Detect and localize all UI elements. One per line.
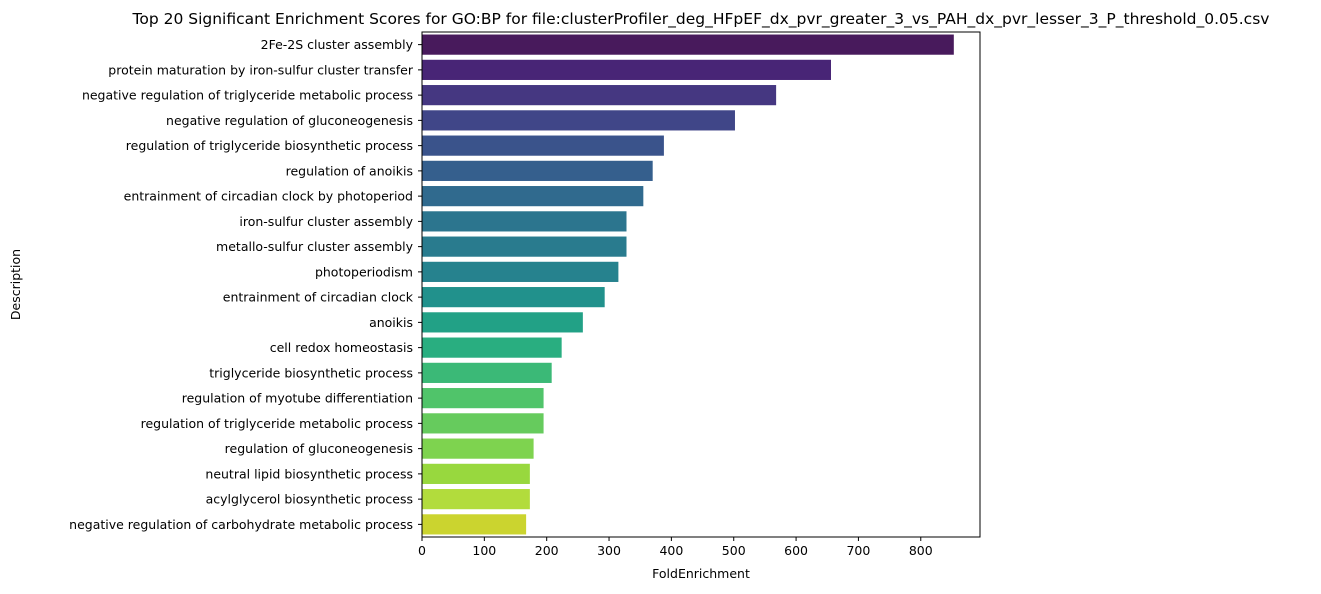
category-label: anoikis [369, 315, 413, 330]
bar [422, 236, 627, 257]
x-tick-label: 200 [535, 543, 559, 558]
category-label: regulation of triglyceride metabolic pro… [141, 416, 413, 431]
x-tick-label: 600 [784, 543, 808, 558]
category-label: neutral lipid biosynthetic process [205, 466, 413, 481]
bars [422, 34, 954, 535]
bar [422, 110, 735, 131]
bar [422, 287, 605, 308]
bar [422, 160, 653, 181]
bar [422, 337, 562, 358]
category-label: regulation of anoikis [286, 163, 413, 178]
category-label: acylglycerol biosynthetic process [206, 492, 413, 507]
category-label: regulation of gluconeogenesis [225, 441, 413, 456]
y-axis-label: Description [8, 249, 23, 320]
x-axis: 0 100 200 300 400 500 600 700 800 [418, 537, 933, 558]
category-label: cell redox homeostasis [270, 340, 413, 355]
bar [422, 135, 664, 156]
category-label: metallo-sulfur cluster assembly [216, 239, 414, 254]
category-label: negative regulation of carbohydrate meta… [69, 517, 413, 532]
bar [422, 463, 530, 484]
x-tick-label: 100 [472, 543, 496, 558]
bar [422, 438, 534, 459]
category-label: iron-sulfur cluster assembly [239, 214, 413, 229]
bar [422, 59, 831, 80]
category-label: protein maturation by iron-sulfur cluste… [108, 62, 414, 77]
plot-frame [421, 31, 981, 538]
x-tick-label: 700 [846, 543, 870, 558]
bar [422, 312, 583, 333]
category-label: triglyceride biosynthetic process [209, 365, 413, 380]
category-label: 2Fe-2S cluster assembly [261, 37, 414, 52]
category-label: photoperiodism [315, 264, 413, 279]
category-label: regulation of myotube differentiation [182, 391, 413, 406]
bar [422, 261, 619, 282]
x-tick-label: 800 [909, 543, 933, 558]
bar [422, 388, 544, 409]
bar [422, 186, 644, 207]
bar [422, 34, 954, 55]
category-labels: 2Fe-2S cluster assembly protein maturatio… [69, 37, 422, 532]
x-tick-label: 0 [418, 543, 426, 558]
x-tick-label: 300 [597, 543, 621, 558]
category-label: negative regulation of triglyceride meta… [82, 88, 413, 103]
bar [422, 514, 527, 535]
category-label: entrainment of circadian clock by photop… [124, 189, 413, 204]
bar [422, 413, 544, 434]
x-tick-label: 500 [722, 543, 746, 558]
category-label: entrainment of circadian clock [223, 290, 414, 305]
bar [422, 211, 627, 232]
x-axis-label: FoldEnrichment [652, 566, 750, 581]
x-tick-label: 400 [659, 543, 683, 558]
bar [422, 362, 552, 383]
category-label: negative regulation of gluconeogenesis [166, 113, 413, 128]
chart-title: Top 20 Significant Enrichment Scores for… [132, 10, 1270, 29]
bar [422, 85, 777, 106]
category-label: regulation of triglyceride biosynthetic … [126, 138, 413, 153]
bar [422, 489, 530, 510]
